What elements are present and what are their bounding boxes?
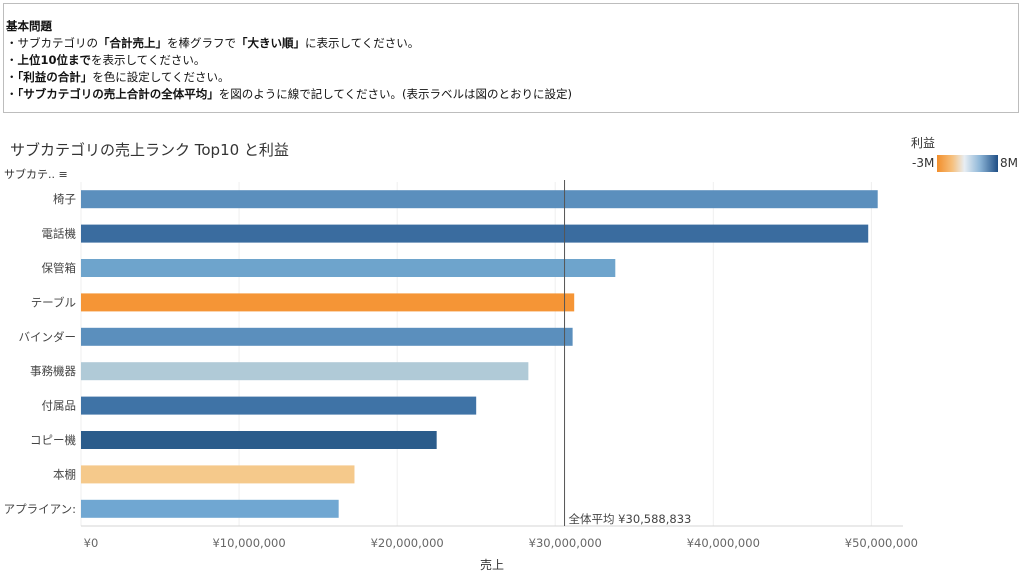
task-line-3-prefix: ・ <box>6 70 18 84</box>
category-label: 電話機 <box>42 227 77 241</box>
legend-title: 利益 <box>911 136 936 150</box>
bar-10[interactable] <box>81 499 339 518</box>
bar-4[interactable] <box>81 293 575 312</box>
yaxis-header[interactable]: サブカテ.. ≡ <box>4 166 68 182</box>
task-line-2: ・上位10位までを表示してください。 <box>6 52 1018 69</box>
bar-8[interactable] <box>81 431 437 449</box>
category-label: 椅子 <box>53 192 76 206</box>
category-label: 保管箱 <box>42 261 77 275</box>
task-line-1-bold-1: 「合計売上」 <box>98 36 167 50</box>
task-line-4-mid: を図のように線で記してください。(表示ラベルは図のとおりに設定) <box>218 87 573 101</box>
color-legend-gradient <box>937 155 998 172</box>
bar-9[interactable] <box>81 465 355 484</box>
task-line-1-prefix: ・サブカテゴリの <box>6 36 98 50</box>
task-line-2-prefix: ・ <box>6 53 18 67</box>
sort-icon[interactable]: ≡ <box>58 168 68 181</box>
yaxis-header-label: サブカテ.. <box>4 168 55 181</box>
x-tick-label: ¥10,000,000 <box>212 536 285 550</box>
task-heading: 基本問題 <box>6 19 52 33</box>
x-tick-label: ¥50,000,000 <box>845 536 918 550</box>
category-label: 本棚 <box>53 467 76 481</box>
bar-6[interactable] <box>81 362 529 381</box>
bar-5[interactable] <box>81 327 573 346</box>
x-tick-label: ¥30,000,000 <box>529 536 602 550</box>
task-line-1-mid: を棒グラフで <box>167 36 236 50</box>
x-tick-label: ¥0 <box>84 536 99 550</box>
task-line-2-mid: を表示してください。 <box>91 53 206 67</box>
task-line-1-suffix: に表示してください。 <box>305 36 420 50</box>
category-label: 付属品 <box>42 399 77 413</box>
category-label: バインダー <box>19 330 77 344</box>
task-line-4: ・「サブカテゴリの売上合計の全体平均」を図のように線で記してください。(表示ラベ… <box>6 86 1018 103</box>
category-label: テーブル <box>31 295 76 309</box>
task-line-1-bold-2: 「大きい順」 <box>236 36 305 50</box>
task-instructions: 基本問題 ・サブカテゴリの「合計売上」を棒グラフで「大きい順」に表示してください… <box>3 3 1019 113</box>
category-label: 事務機器 <box>30 364 76 378</box>
chart-title: サブカテゴリの売上ランク Top10 と利益 <box>10 141 289 159</box>
task-line-3-mid: を色に設定してください。 <box>92 70 230 84</box>
task-line-1: ・サブカテゴリの「合計売上」を棒グラフで「大きい順」に表示してください。 <box>6 35 1018 52</box>
category-label: アプライアン: <box>4 502 76 516</box>
x-tick-label: ¥40,000,000 <box>687 536 760 550</box>
bar-2[interactable] <box>81 224 869 243</box>
bar-3[interactable] <box>81 259 616 277</box>
category-label: コピー機 <box>30 433 76 447</box>
x-tick-label: ¥20,000,000 <box>371 536 444 550</box>
task-line-4-bold-1: 「サブカテゴリの売上合計の全体平均」 <box>17 87 219 101</box>
task-line-3-bold-1: 「利益の合計」 <box>17 70 93 84</box>
task-line-3: ・「利益の合計」を色に設定してください。 <box>6 69 1018 86</box>
task-line-4-prefix: ・ <box>6 87 18 101</box>
legend-max-label: 8M <box>1000 156 1018 170</box>
bar-7[interactable] <box>81 396 477 415</box>
x-axis-title: 売上 <box>480 557 504 572</box>
task-line-2-bold-1: 上位10位まで <box>17 53 92 67</box>
bar-1[interactable] <box>81 190 878 209</box>
average-reference-label: 全体平均 ¥30,588,833 <box>569 512 692 526</box>
legend-min-label: -3M <box>912 156 935 170</box>
